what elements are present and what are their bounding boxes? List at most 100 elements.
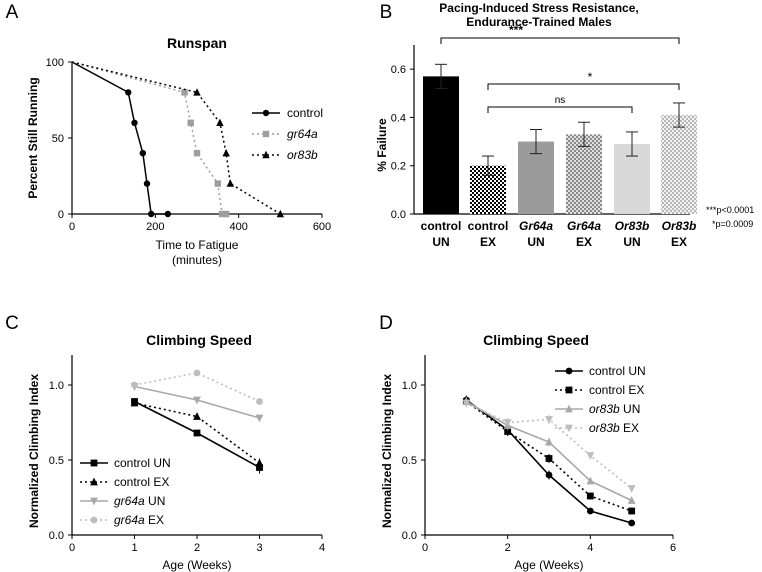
data-point xyxy=(218,210,226,218)
data-point xyxy=(181,89,188,96)
data-point xyxy=(586,507,594,515)
series-control-EX xyxy=(130,398,264,468)
y-axis-label: % Failure xyxy=(375,118,389,172)
legend-marker xyxy=(565,367,573,375)
legend-label: control UN xyxy=(114,456,171,470)
data-point xyxy=(545,471,553,479)
bar xyxy=(661,115,697,214)
legend-label: control UN xyxy=(589,364,646,378)
x-category-sublabel: UN xyxy=(527,235,544,249)
data-point xyxy=(193,396,201,405)
legend-marker xyxy=(565,404,573,413)
data-point xyxy=(164,210,172,218)
x-tick-label: 2 xyxy=(194,542,200,554)
x-category-sublabel: EX xyxy=(480,235,496,249)
data-point xyxy=(131,119,138,127)
data-point xyxy=(222,149,230,157)
y-axis-label: Percent Still Running xyxy=(26,77,40,198)
panel-b-bar-chart: 0.0 0.2 0.4 0.6 Pacing-Induced Stress Resist… xyxy=(375,1,754,249)
legend-marker xyxy=(90,459,98,467)
data-point xyxy=(125,89,132,96)
legend-label: or83b xyxy=(287,148,318,162)
chart-title: Climbing Speed xyxy=(483,332,589,348)
x-category-label: Gr64a xyxy=(567,219,601,233)
series-or83b xyxy=(71,61,285,218)
data-point xyxy=(586,476,595,485)
data-point xyxy=(545,416,553,424)
data-point xyxy=(193,412,201,420)
x-category-sublabel: UN xyxy=(623,235,640,249)
panel-letter-b: B xyxy=(380,2,393,23)
x-tick-label: 4 xyxy=(319,542,325,554)
x-tick-label: 6 xyxy=(670,542,676,554)
x-category-label: Gr64a xyxy=(519,219,553,233)
x-axis-label: Age (Weeks) xyxy=(162,558,231,572)
y-tick-label: 0.5 xyxy=(49,455,64,467)
x-axis-label: Age (Weeks) xyxy=(514,558,583,572)
x-tick-label: 4 xyxy=(587,542,593,554)
series-line xyxy=(465,402,633,490)
x-tick-label: 200 xyxy=(146,221,164,233)
y-tick-label: 100 xyxy=(46,57,64,69)
x-tick-label: 0 xyxy=(69,221,75,233)
data-point xyxy=(226,179,235,187)
data-point xyxy=(193,150,201,157)
panel-letter-c: C xyxy=(5,313,19,334)
chart-title-line2: Endurance-Trained Males xyxy=(466,15,612,29)
y-axis-label: Normalized Climbing Index xyxy=(27,374,41,528)
x-category-sublabel: EX xyxy=(576,235,592,249)
data-point xyxy=(462,399,471,408)
legend-label: control EX xyxy=(589,383,644,397)
legend-marker xyxy=(262,130,270,138)
legend-marker xyxy=(90,516,98,524)
footnote: ***p<0.0001 xyxy=(706,205,754,215)
y-axis-label: Normalized Climbing Index xyxy=(380,374,394,528)
panel-letter-d: D xyxy=(379,313,393,334)
data-point xyxy=(222,210,230,218)
data-point xyxy=(256,398,263,405)
legend-marker xyxy=(262,109,270,117)
data-point xyxy=(193,369,201,377)
data-point xyxy=(216,118,224,126)
y-tick-label: 1.0 xyxy=(402,380,417,392)
data-point xyxy=(545,455,553,462)
y-tick-label: 50 xyxy=(52,133,64,145)
x-tick-label: 400 xyxy=(229,221,247,233)
y-tick-label: 0.0 xyxy=(391,209,406,221)
panel-d-climbing-speed: 0 2 4 6 0.0 0.5 1.0 Climbing Speed Age (Weeks) No… xyxy=(380,332,676,572)
data-point xyxy=(586,492,594,500)
x-tick-label: 2 xyxy=(505,542,511,554)
series-control xyxy=(71,61,172,218)
legend-marker xyxy=(262,150,270,159)
x-category-label: control xyxy=(421,219,462,233)
data-point xyxy=(193,88,201,96)
legend-marker xyxy=(90,477,98,486)
data-point xyxy=(628,507,636,515)
panel-letter-a: A xyxy=(6,2,19,23)
x-category-label: Or83b xyxy=(662,219,697,233)
chart-title: Runspan xyxy=(167,35,227,51)
panel-a-runspan: 0 200 400 600 0 50 100 Runspan Time to Fatigue(m… xyxy=(26,35,331,267)
significance-bracket xyxy=(487,106,633,113)
chart-title: Pacing-Induced Stress Resistance, xyxy=(439,1,638,15)
legend-marker xyxy=(90,497,98,506)
y-tick-label: 0.4 xyxy=(391,112,406,124)
legend-label: control xyxy=(287,106,323,120)
significance-bracket xyxy=(440,37,680,44)
x-category-sublabel: UN xyxy=(432,235,449,249)
y-tick-label: 0.2 xyxy=(391,161,406,173)
data-point xyxy=(147,210,155,218)
data-point xyxy=(628,519,636,527)
footnote: *p=0.0009 xyxy=(712,219,753,229)
x-tick-label: 600 xyxy=(313,221,331,233)
data-point xyxy=(193,429,201,437)
data-point xyxy=(214,180,222,187)
x-category-label: Or83b xyxy=(615,219,650,233)
series-gr64a xyxy=(71,61,230,218)
x-tick-label: 0 xyxy=(422,542,428,554)
x-axis-label-units: (minutes) xyxy=(172,253,222,267)
series-line xyxy=(71,61,227,215)
legend-label: or83b UN xyxy=(589,402,640,416)
y-tick-label: 0.0 xyxy=(49,530,64,542)
